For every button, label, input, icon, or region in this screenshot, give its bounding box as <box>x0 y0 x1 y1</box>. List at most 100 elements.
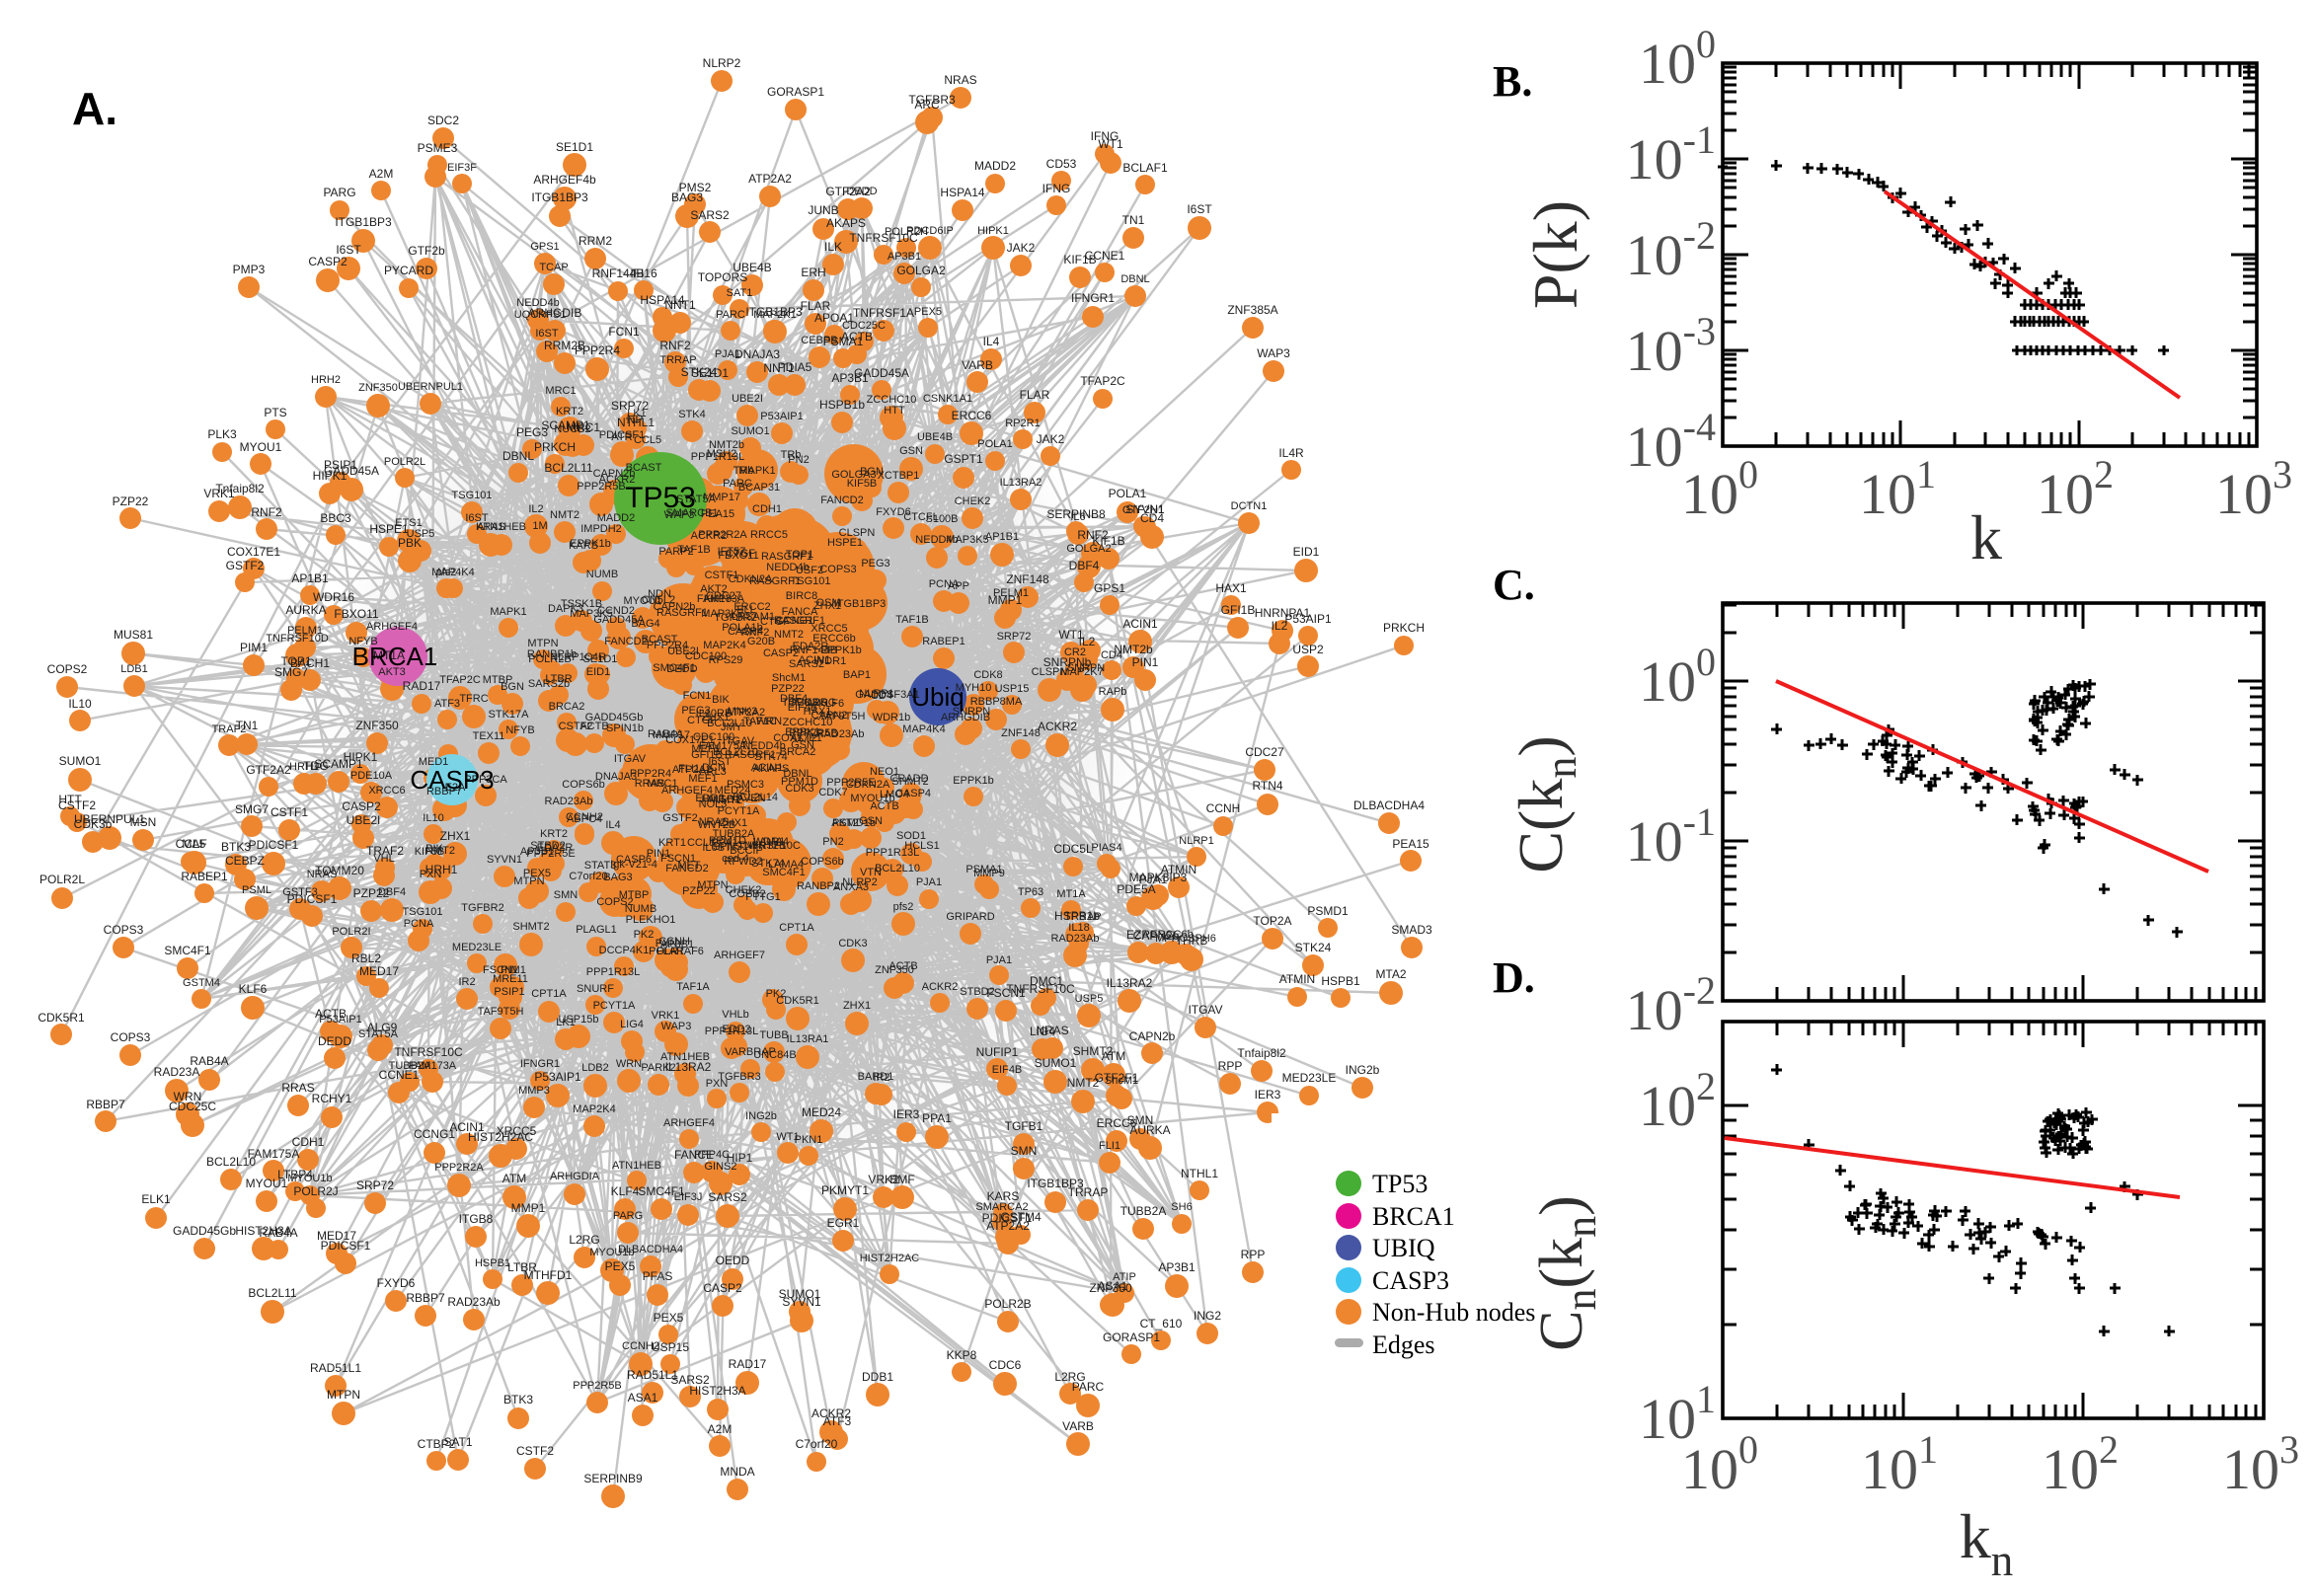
svg-text:ATP2A2: ATP2A2 <box>726 707 765 719</box>
svg-text:IFNGR1: IFNGR1 <box>520 1058 560 1070</box>
svg-text:COPS2: COPS2 <box>47 662 88 676</box>
svg-text:TRRAP: TRRAP <box>1068 1185 1109 1199</box>
svg-text:CDC27: CDC27 <box>706 590 741 602</box>
svg-text:MMP1: MMP1 <box>511 1201 546 1215</box>
svg-text:NFYB: NFYB <box>348 636 377 647</box>
svg-text:RAD51L1: RAD51L1 <box>310 1361 361 1375</box>
svg-text:ZHX1: ZHX1 <box>843 1000 871 1012</box>
svg-text:SNURF: SNURF <box>577 983 614 995</box>
svg-text:ARC: ARC <box>914 98 940 112</box>
svg-text:MYH10: MYH10 <box>956 682 992 694</box>
svg-text:ANXA3: ANXA3 <box>833 881 869 893</box>
svg-text:CDK7: CDK7 <box>818 787 847 798</box>
svg-text:TFAP2C: TFAP2C <box>439 674 481 686</box>
svg-text:FSCN1: FSCN1 <box>483 964 518 976</box>
svg-text:CEBPZ: CEBPZ <box>225 854 265 868</box>
svg-text:ATM: ATM <box>1102 1049 1125 1063</box>
svg-text:IFNGR1: IFNGR1 <box>1071 291 1115 305</box>
svg-text:FLI1: FLI1 <box>678 763 700 775</box>
svg-text:ZHX1: ZHX1 <box>720 817 747 829</box>
svg-text:RBL2: RBL2 <box>351 951 381 965</box>
svg-text:GOLGA2: GOLGA2 <box>896 264 946 277</box>
svg-text:MAP2K4: MAP2K4 <box>703 640 745 651</box>
svg-text:TNFRSF1A: TNFRSF1A <box>853 306 914 320</box>
svg-text:USF2: USF2 <box>796 565 823 576</box>
svg-text:FAM173A: FAM173A <box>697 593 745 605</box>
svg-text:GADD45A: GADD45A <box>593 614 645 626</box>
svg-text:PPP1R13L: PPP1R13L <box>866 847 919 859</box>
svg-text:PPP2R4: PPP2R4 <box>575 343 620 357</box>
svg-text:FANCD2: FANCD2 <box>604 636 647 647</box>
svg-text:WDR16: WDR16 <box>313 590 354 604</box>
svg-text:IER3: IER3 <box>893 1107 920 1121</box>
svg-text:POLR2J: POLR2J <box>293 1184 338 1198</box>
svg-text:TGFBR3: TGFBR3 <box>718 1071 760 1083</box>
svg-text:BCAP31: BCAP31 <box>738 482 780 494</box>
svg-text:BCLAF1: BCLAF1 <box>1122 161 1168 175</box>
svg-text:BGN: BGN <box>860 466 884 478</box>
svg-text:RRM2B: RRM2B <box>544 339 585 352</box>
svg-text:IR2: IR2 <box>873 1072 889 1084</box>
svg-text:I6ST: I6ST <box>465 512 489 524</box>
svg-text:DEDD: DEDD <box>318 1034 351 1048</box>
svg-text:WRN: WRN <box>756 716 782 727</box>
svg-text:TRRAP: TRRAP <box>659 354 696 366</box>
svg-text:HNRNPA1: HNRNPA1 <box>1255 606 1311 620</box>
svg-text:CDC6: CDC6 <box>989 1358 1022 1372</box>
svg-text:CASP4: CASP4 <box>728 626 763 638</box>
svg-text:TN1: TN1 <box>1122 213 1145 227</box>
svg-text:PSME3: PSME3 <box>418 141 458 155</box>
svg-text:AURKA: AURKA <box>285 603 326 617</box>
svg-text:CTGF: CTGF <box>726 548 755 560</box>
svg-text:ARL3: ARL3 <box>699 766 727 778</box>
svg-text:TDG: TDG <box>303 759 328 773</box>
svg-text:PPP1R13L: PPP1R13L <box>705 1026 758 1037</box>
svg-text:WNT2B: WNT2B <box>698 819 736 831</box>
svg-text:P53AIP1: P53AIP1 <box>760 411 803 422</box>
svg-text:NMT2: NMT2 <box>550 509 579 521</box>
svg-text:ITGB8: ITGB8 <box>459 1212 494 1226</box>
svg-text:PXN: PXN <box>420 869 442 880</box>
svg-text:PCYT1A: PCYT1A <box>593 1000 636 1012</box>
svg-text:PSMD1: PSMD1 <box>1307 904 1349 918</box>
svg-text:102: 102 <box>2042 1427 2119 1501</box>
svg-text:ZHX1: ZHX1 <box>440 829 471 843</box>
svg-text:EPPK1: EPPK1 <box>785 726 819 738</box>
svg-text:PPP2R5E: PPP2R5E <box>526 848 576 860</box>
svg-text:GSTF3: GSTF3 <box>282 886 317 898</box>
svg-text:IFNG: IFNG <box>1042 182 1071 195</box>
svg-text:IL2: IL2 <box>1272 619 1288 633</box>
svg-text:G20B: G20B <box>747 636 775 647</box>
svg-text:POLR2L: POLR2L <box>384 456 425 468</box>
svg-text:TNFRSF10D: TNFRSF10D <box>266 633 329 645</box>
svg-text:UBIQ: UBIQ <box>1372 1234 1435 1262</box>
svg-text:MRC1: MRC1 <box>647 778 677 790</box>
svg-text:STK4: STK4 <box>678 409 706 420</box>
svg-text:BRCA2: BRCA2 <box>780 746 816 758</box>
svg-text:RAD51L1: RAD51L1 <box>627 1368 678 1382</box>
svg-text:ACTB: ACTB <box>888 960 917 972</box>
svg-text:ERCC6: ERCC6 <box>1097 1116 1137 1130</box>
svg-text:MADD2: MADD2 <box>974 159 1016 173</box>
svg-text:GRIPARD: GRIPARD <box>946 911 994 923</box>
svg-text:BCL2L10: BCL2L10 <box>206 1155 256 1169</box>
svg-text:KRT2: KRT2 <box>540 828 568 840</box>
svg-text:WT1: WT1 <box>776 1131 799 1143</box>
svg-text:HAX1: HAX1 <box>1215 581 1247 595</box>
svg-text:PRKCH: PRKCH <box>1383 621 1425 635</box>
svg-text:AP3B1: AP3B1 <box>888 251 921 263</box>
svg-text:EDD2: EDD2 <box>695 793 724 804</box>
svg-text:STBD2: STBD2 <box>960 986 994 998</box>
svg-text:RAD17: RAD17 <box>403 679 441 693</box>
svg-text:RP2R1: RP2R1 <box>1005 418 1040 429</box>
svg-text:MSN: MSN <box>130 815 157 829</box>
svg-text:ZCCHC10: ZCCHC10 <box>783 717 833 728</box>
svg-text:ARHGEF4: ARHGEF4 <box>661 785 713 797</box>
svg-text:POLRTAF6: POLRTAF6 <box>649 946 704 957</box>
svg-text:PK2: PK2 <box>766 988 787 1000</box>
svg-text:SDC2: SDC2 <box>427 114 459 127</box>
svg-text:NRAS: NRAS <box>307 869 338 880</box>
svg-text:ABPC4: ABPC4 <box>567 813 602 825</box>
svg-text:AKAPS: AKAPS <box>826 216 866 230</box>
svg-text:TP53: TP53 <box>1372 1170 1428 1198</box>
